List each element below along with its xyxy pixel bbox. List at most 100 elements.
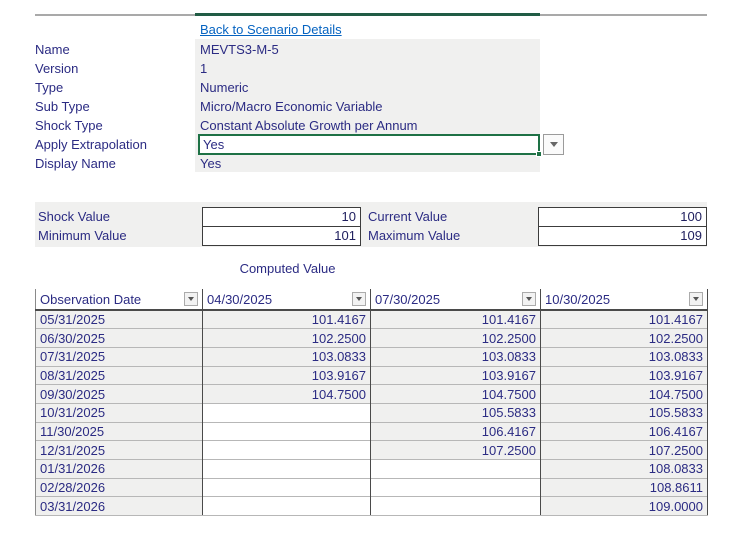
computed-value-cell: 104.7500 xyxy=(202,384,371,404)
computed-value-table: Observation Date 04/30/2025 07/30/2025 xyxy=(35,289,708,517)
computed-value-cell: 105.5833 xyxy=(370,402,541,423)
computed-value-cell: 101.4167 xyxy=(202,310,371,329)
header-date-2: 07/30/2025 xyxy=(370,289,541,311)
maximum-value-input[interactable]: 109 xyxy=(538,226,707,246)
table-row: 12/31/2025 107.2500 107.2500 xyxy=(35,440,708,460)
computed-value-cell xyxy=(202,477,371,497)
computed-value-cell: 107.2500 xyxy=(370,440,541,460)
observation-date-cell: 11/30/2025 xyxy=(35,421,203,441)
computed-value-cell xyxy=(370,459,541,479)
divider-line-green xyxy=(195,13,540,16)
filter-icon xyxy=(693,297,699,301)
table-row: 06/30/2025 102.2500 102.2500 102.2500 xyxy=(35,328,708,348)
filter-button-observation-date[interactable] xyxy=(184,292,198,306)
observation-date-cell: 06/30/2025 xyxy=(35,328,203,348)
name-label: Name xyxy=(35,42,70,57)
filter-icon xyxy=(356,297,362,301)
filter-button-date-3[interactable] xyxy=(689,292,703,306)
filter-icon xyxy=(188,297,194,301)
header-label: 10/30/2025 xyxy=(545,291,611,307)
computed-value-cell: 103.0833 xyxy=(202,346,371,367)
filter-icon xyxy=(526,297,532,301)
sub-type-value: Micro/Macro Economic Variable xyxy=(200,99,383,114)
apply-extrapolation-value: Yes xyxy=(203,137,225,152)
computed-value-cell: 106.4167 xyxy=(370,421,541,441)
display-name-label: Display Name xyxy=(35,156,116,171)
computed-value-cell: 108.8611 xyxy=(540,477,708,497)
type-label: Type xyxy=(35,80,64,95)
table-header-row: Observation Date 04/30/2025 07/30/2025 xyxy=(35,289,708,311)
computed-value-cell: 103.9167 xyxy=(370,365,541,385)
detail-row-sub-type: Sub Type Micro/Macro Economic Variable xyxy=(0,97,730,116)
observation-date-cell: 01/31/2026 xyxy=(35,459,203,479)
minimum-value-label: Minimum Value xyxy=(38,228,127,243)
filter-button-date-1[interactable] xyxy=(352,292,366,306)
table-row: 08/31/2025 103.9167 103.9167 103.9167 xyxy=(35,365,708,385)
computed-value-cell: 102.2500 xyxy=(540,328,708,348)
computed-value-cell xyxy=(202,459,371,479)
minimum-value-input[interactable]: 101 xyxy=(202,226,361,246)
header-label: 04/30/2025 xyxy=(207,291,273,307)
version-value: 1 xyxy=(200,61,208,76)
computed-value-cell xyxy=(202,402,371,423)
computed-value-cell: 108.0833 xyxy=(540,459,708,479)
current-value-input[interactable]: 100 xyxy=(538,207,707,227)
name-value: MEVTS3-M-5 xyxy=(200,42,279,57)
filter-button-date-2[interactable] xyxy=(522,292,536,306)
header-date-3: 10/30/2025 xyxy=(540,289,708,311)
header-date-1: 04/30/2025 xyxy=(202,289,371,311)
table-row: 09/30/2025 104.7500 104.7500 104.7500 xyxy=(35,384,708,404)
chevron-down-icon xyxy=(549,142,558,147)
current-value-label: Current Value xyxy=(368,209,448,224)
computed-value-title: Computed Value xyxy=(239,261,336,276)
computed-value-cell: 103.9167 xyxy=(202,365,371,385)
maximum-value-label: Maximum Value xyxy=(368,228,461,243)
computed-value-cell xyxy=(202,440,371,460)
detail-row-apply-extrapolation: Apply Extrapolation Yes xyxy=(0,134,730,157)
computed-value-cell xyxy=(370,477,541,497)
apply-extrapolation-cell[interactable]: Yes xyxy=(198,134,542,157)
computed-value-cell: 101.4167 xyxy=(540,310,708,329)
detail-row-display-name: Display Name Yes xyxy=(0,154,730,173)
observation-date-cell: 05/31/2025 xyxy=(35,310,203,329)
header-observation-date: Observation Date xyxy=(35,289,203,311)
table-row: 03/31/2026 109.0000 xyxy=(35,496,708,517)
observation-date-cell: 07/31/2025 xyxy=(35,346,203,367)
back-to-scenario-details-link[interactable]: Back to Scenario Details xyxy=(200,22,342,37)
computed-value-cell: 104.7500 xyxy=(540,384,708,404)
display-name-value: Yes xyxy=(200,156,222,171)
back-link-row: Back to Scenario Details xyxy=(200,20,342,39)
fill-handle[interactable] xyxy=(536,151,542,157)
table-row: 05/31/2025 101.4167 101.4167 101.4167 xyxy=(35,310,708,329)
table-row: 07/31/2025 103.0833 103.0833 103.0833 xyxy=(35,346,708,367)
type-value: Numeric xyxy=(200,80,249,95)
header-label: 07/30/2025 xyxy=(375,291,441,307)
shock-value-input[interactable]: 10 xyxy=(202,207,361,227)
computed-value-cell xyxy=(370,496,541,517)
sub-type-label: Sub Type xyxy=(35,99,90,114)
detail-row-shock-type: Shock Type Constant Absolute Growth per … xyxy=(0,116,730,135)
detail-row-type: Type Numeric xyxy=(0,78,730,97)
shock-value-label: Shock Value xyxy=(38,209,111,224)
computed-table-body: 05/31/2025 101.4167 101.4167 101.4167 06/30/… xyxy=(35,310,708,517)
shock-type-value: Constant Absolute Growth per Annum xyxy=(200,118,418,133)
computed-value-cell xyxy=(202,421,371,441)
computed-value-cell: 106.4167 xyxy=(540,421,708,441)
observation-date-cell: 10/31/2025 xyxy=(35,402,203,423)
computed-value-cell xyxy=(202,496,371,517)
computed-value-cell: 104.7500 xyxy=(370,384,541,404)
computed-value-cell: 105.5833 xyxy=(540,402,708,423)
detail-row-name: Name MEVTS3-M-5 xyxy=(0,40,730,59)
table-row: 02/28/2026 108.8611 xyxy=(35,477,708,497)
observation-date-cell: 03/31/2026 xyxy=(35,496,203,517)
detail-row-version: Version 1 xyxy=(0,59,730,78)
dropdown-button[interactable] xyxy=(543,134,564,155)
computed-value-cell: 102.2500 xyxy=(202,328,371,348)
observation-date-cell: 09/30/2025 xyxy=(35,384,203,404)
table-row: 10/31/2025 105.5833 105.5833 xyxy=(35,402,708,423)
observation-date-cell: 02/28/2026 xyxy=(35,477,203,497)
table-row: 11/30/2025 106.4167 106.4167 xyxy=(35,421,708,441)
computed-value-cell: 103.0833 xyxy=(370,346,541,367)
computed-value-cell: 107.2500 xyxy=(540,440,708,460)
